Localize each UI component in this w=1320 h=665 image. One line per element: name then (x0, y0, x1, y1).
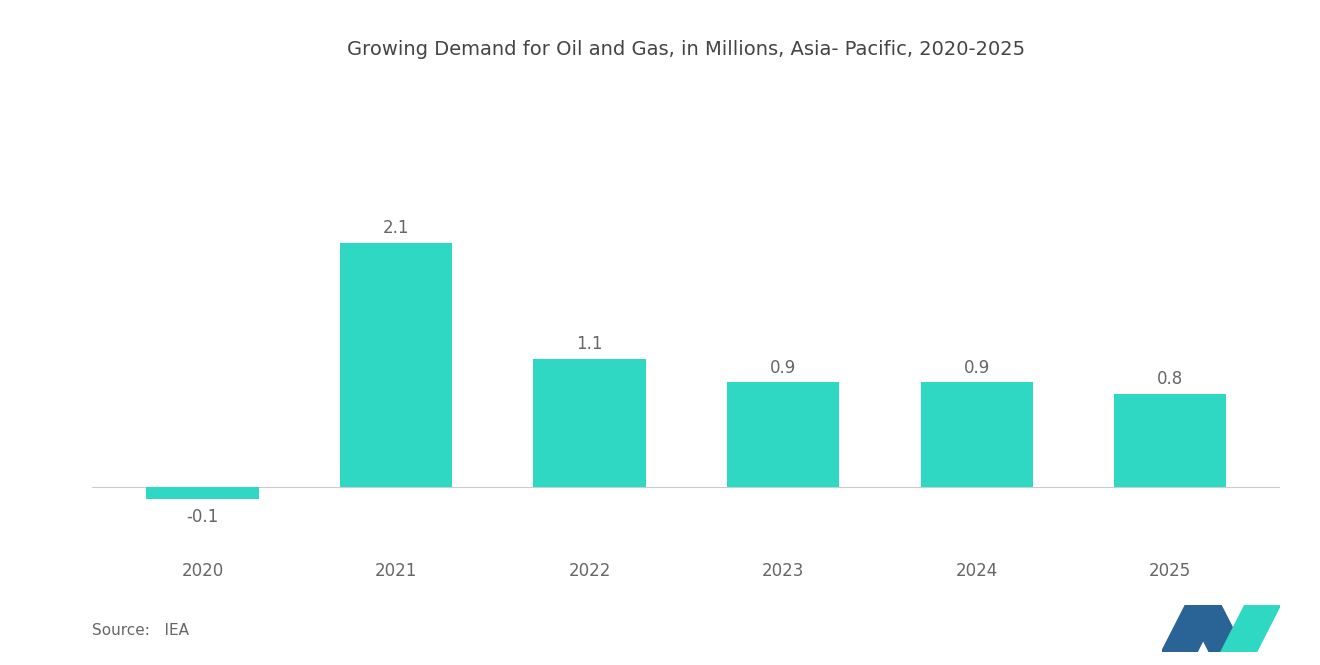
Text: 0.9: 0.9 (770, 358, 796, 376)
Polygon shape (1162, 605, 1221, 652)
Bar (341, 243, 453, 487)
Bar (533, 359, 645, 487)
Bar (1114, 394, 1226, 487)
Text: -0.1: -0.1 (186, 508, 219, 526)
Polygon shape (1221, 605, 1280, 652)
Text: Source:   IEA: Source: IEA (92, 623, 189, 638)
Text: 2.1: 2.1 (383, 219, 409, 237)
Bar (727, 382, 840, 487)
Bar (920, 382, 1032, 487)
Text: 1.1: 1.1 (577, 335, 603, 353)
Bar (147, 487, 259, 499)
Polygon shape (1185, 605, 1245, 652)
Title: Growing Demand for Oil and Gas, in Millions, Asia- Pacific, 2020-2025: Growing Demand for Oil and Gas, in Milli… (347, 40, 1026, 59)
Text: 0.8: 0.8 (1158, 370, 1184, 388)
Text: 0.9: 0.9 (964, 358, 990, 376)
